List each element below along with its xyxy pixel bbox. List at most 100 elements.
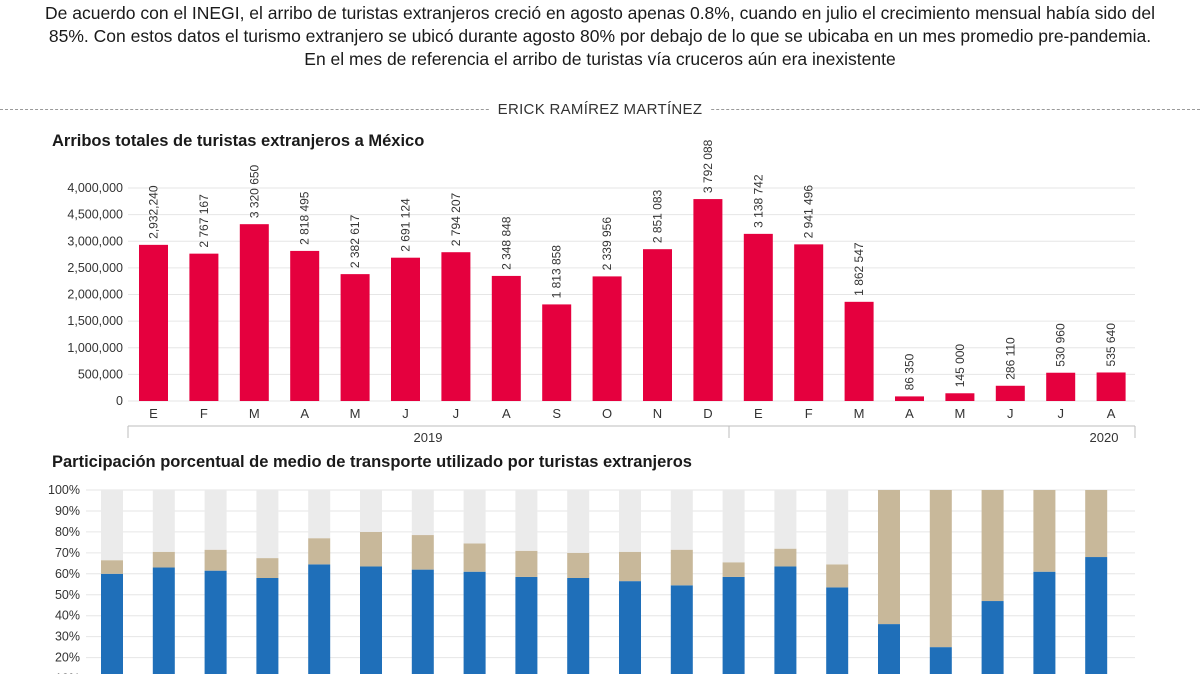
year-label-2020: 2020 [1090, 430, 1119, 445]
share-bar-light [826, 490, 849, 565]
arrivals-x-label: M [854, 406, 865, 421]
share-bar-blue [101, 573, 123, 674]
arrivals-x-label: A [502, 406, 511, 421]
arrivals-bar [1096, 372, 1126, 401]
arrivals-value-label: 530 960 [1054, 323, 1068, 367]
arrivals-bar [794, 244, 824, 401]
share-bar-light [463, 490, 486, 544]
year-label-2019: 2019 [414, 430, 443, 445]
share-bar-light [101, 490, 123, 561]
share-bar-tan [981, 490, 1004, 602]
share-bar-blue [1033, 571, 1056, 674]
arrivals-bar [491, 275, 521, 401]
share-bar-blue [515, 576, 538, 674]
share-bar-light [670, 490, 693, 550]
share-y-tick: 10% [55, 672, 80, 674]
arrivals-y-tick: 3,000,000 [67, 234, 123, 248]
share-bar-light [152, 490, 175, 552]
arrivals-bar [139, 244, 168, 401]
share-bar-light [360, 490, 382, 532]
share-y-tick: 50% [55, 588, 80, 602]
share-bar-tan [878, 490, 900, 625]
arrivals-bar [995, 385, 1025, 401]
arrivals-value-label: 2 348 848 [499, 216, 513, 270]
intro-text: De acuerdo con el INEGI, el arribo de tu… [45, 3, 1155, 69]
arrivals-bar [441, 252, 471, 401]
arrivals-bar [340, 274, 370, 401]
share-bar-tan [360, 531, 382, 567]
share-bar-tan [101, 560, 123, 574]
share-bar-light [256, 490, 279, 559]
arrivals-value-label: 2 767 167 [197, 194, 211, 248]
arrivals-value-label: 2 691 124 [399, 198, 413, 252]
arrivals-y-tick: 4,500,000 [67, 208, 123, 222]
arrivals-x-label: A [905, 406, 914, 421]
share-bar-blue [256, 577, 279, 674]
arrivals-x-label: M [249, 406, 260, 421]
arrivals-x-label: J [402, 406, 409, 421]
arrivals-bar [290, 250, 320, 401]
share-bar-tan [411, 535, 434, 570]
arrivals-value-label: 2 941 496 [802, 185, 816, 239]
share-y-tick: 100% [48, 483, 80, 497]
arrivals-value-label: 3 138 742 [751, 174, 765, 228]
arrivals-x-label: S [552, 406, 561, 421]
arrivals-bar [239, 224, 269, 401]
share-bar-blue [463, 571, 486, 674]
arrivals-x-label: A [1107, 406, 1116, 421]
arrivals-y-tick: 2,500,000 [67, 261, 123, 275]
share-bar-tan [619, 551, 641, 582]
arrivals-x-label: J [453, 406, 460, 421]
arrivals-y-tick: 500,000 [78, 367, 123, 381]
share-bar-tan [670, 549, 693, 586]
share-bar-blue [204, 570, 227, 674]
arrivals-value-label: 2,932,240 [147, 185, 161, 239]
share-bar-tan [1085, 490, 1108, 558]
share-bar-blue [722, 576, 745, 674]
arrivals-x-label: D [703, 406, 712, 421]
share-y-tick: 60% [55, 567, 80, 581]
transport-chart-title: Participación porcentual de medio de tra… [52, 453, 692, 471]
share-y-tick: 70% [55, 546, 80, 560]
share-bar-blue [826, 587, 849, 674]
arrivals-bar [1046, 372, 1076, 401]
arrivals-value-label: 2 818 495 [298, 191, 312, 245]
arrivals-bar [945, 393, 975, 401]
share-bar-light [204, 490, 227, 550]
share-bar-tan [722, 562, 745, 577]
arrivals-value-label: 2 794 207 [449, 192, 463, 246]
arrivals-x-label: E [149, 406, 158, 421]
share-bar-tan [929, 490, 952, 648]
arrivals-chart-title: Arribos totales de turistas extranjeros … [52, 132, 425, 150]
share-bar-blue [567, 577, 590, 674]
arrivals-x-label: E [754, 406, 763, 421]
arrivals-bar [592, 276, 622, 401]
share-bar-blue [152, 567, 175, 674]
share-bar-blue [670, 585, 693, 674]
share-bar-light [722, 490, 745, 563]
arrivals-bar [844, 301, 874, 401]
share-bar-blue [929, 647, 952, 674]
share-bar-blue [981, 601, 1004, 674]
share-bar-tan [308, 538, 331, 565]
arrivals-value-label: 86 350 [903, 353, 917, 390]
arrivals-value-label: 3 792 088 [701, 139, 715, 193]
arrivals-bar [391, 257, 420, 401]
share-bar-tan [515, 550, 538, 577]
arrivals-value-label: 1 813 858 [550, 245, 564, 299]
arrivals-value-label: 1 862 547 [852, 242, 866, 296]
arrivals-y-tick: 1,000,000 [67, 341, 123, 355]
arrivals-y-tick: 2,000,000 [67, 288, 123, 302]
arrivals-bar [542, 304, 572, 401]
share-bar-tan [774, 548, 797, 567]
share-bar-blue [360, 566, 382, 674]
share-bar-light [308, 490, 331, 539]
arrivals-value-label: 145 000 [953, 344, 967, 388]
arrivals-bar [693, 199, 723, 401]
arrivals-y-tick: 4,000,000 [67, 181, 123, 195]
share-bar-tan [256, 558, 279, 578]
share-bar-tan [152, 551, 175, 568]
share-bar-blue [308, 564, 331, 674]
share-bar-light [619, 490, 641, 552]
arrivals-value-label: 535 640 [1104, 323, 1118, 367]
